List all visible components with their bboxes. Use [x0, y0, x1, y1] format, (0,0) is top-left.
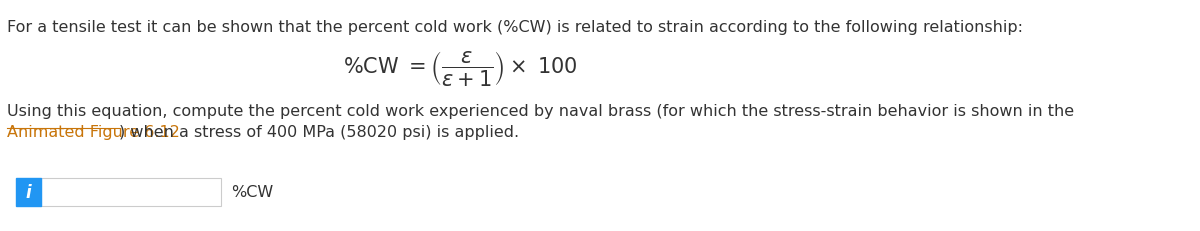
- Text: ) when a stress of 400 MPa (58020 psi) is applied.: ) when a stress of 400 MPa (58020 psi) i…: [119, 125, 520, 139]
- Text: %CW: %CW: [232, 185, 274, 200]
- Text: %CW $= \left(\dfrac{\varepsilon}{\varepsilon+1}\right) \times$ 100: %CW $= \left(\dfrac{\varepsilon}{\vareps…: [343, 49, 578, 88]
- Text: For a tensile test it can be shown that the percent cold work (%CW) is related t: For a tensile test it can be shown that …: [7, 20, 1024, 35]
- FancyBboxPatch shape: [16, 178, 41, 206]
- Text: i: i: [25, 183, 31, 201]
- FancyBboxPatch shape: [41, 178, 221, 206]
- Text: Using this equation, compute the percent cold work experienced by naval brass (f: Using this equation, compute the percent…: [7, 103, 1074, 119]
- Text: Animated Figure 6.12: Animated Figure 6.12: [7, 125, 180, 139]
